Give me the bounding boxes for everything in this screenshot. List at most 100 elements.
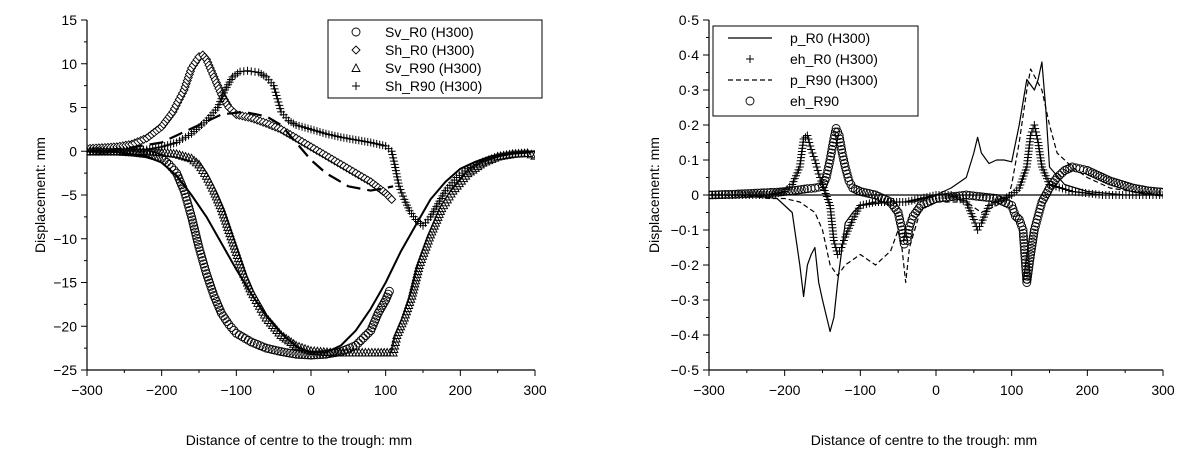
series-eh-r90-point (746, 188, 756, 198)
legend-label: Sh_R0 (H300) (385, 42, 475, 58)
series-sv-r0-h300-point (180, 189, 190, 199)
series-sv-r0-h300-point (384, 286, 394, 296)
series-eh-r90-point (861, 188, 871, 198)
series-eh-r90-point (1022, 278, 1032, 287)
series-eh-r90-point (840, 162, 850, 172)
series-eh-r90-point (730, 189, 740, 199)
series-sv-r90-h300-point (420, 244, 430, 254)
series-sv-r90-h300-point (421, 241, 431, 251)
series-eh-r0-h300-point (805, 138, 814, 147)
series-sv-r90-h300-point (235, 259, 246, 269)
series-sv-r90-h300-point (219, 212, 230, 222)
y-tick-label: 15 (61, 12, 77, 28)
y-axis-title: Displacement: mm (646, 137, 662, 253)
series-p-r90-h300 (709, 68, 1163, 284)
series-eh-r90-point (1026, 250, 1036, 259)
series-sh-r90-h300-point (396, 185, 405, 194)
series-sh-r90-h300-point (270, 84, 279, 93)
series-eh-r90-point (1034, 208, 1044, 217)
series-sv-r90-h300-point (174, 149, 185, 159)
series-eh-r90-point (858, 187, 868, 197)
series-sv-r90-h300-point (408, 284, 419, 294)
series-eh-r90-point (1037, 197, 1047, 207)
series-eh-r0-h300-point (809, 152, 818, 161)
series-eh-r90-point (889, 202, 899, 212)
series-eh-r0-h300-point (1033, 135, 1042, 143)
series-eh-r0-h300-point (1030, 121, 1039, 129)
legend-label: p_R0 (H300) (790, 30, 870, 46)
series-sv-r90-h300-point (230, 243, 241, 253)
series-sv-r0-h300-point (234, 330, 244, 340)
series-eh-r90-point (1018, 225, 1028, 235)
series-sh-r90-h300-point (271, 88, 280, 97)
x-axis-title: Distance of centre to the trough: mm (811, 432, 1037, 448)
series-eh-r90-point (762, 188, 772, 198)
y-axis-title: Displacement: mm (32, 137, 48, 253)
legend-box (327, 19, 543, 99)
series-eh-r90-point (827, 145, 837, 154)
series-sv-r0-h300-point (270, 345, 280, 355)
series-sv-r90-h300-point (418, 247, 429, 257)
series-eh-r90-point (1028, 234, 1038, 244)
series-eh-r0-h300-point (806, 142, 815, 150)
series-sv-r90-h300-point (223, 221, 233, 231)
legend-label: p_R90 (H300) (790, 72, 878, 88)
series-eh-r90-point (1128, 183, 1138, 193)
series-eh-r90-point (893, 208, 903, 217)
series-sv-r0-h300-point (379, 298, 389, 308)
series-eh-r90-point (1029, 225, 1039, 235)
series-eh-r90-point (824, 162, 834, 172)
series-sh-r90-h300-point (243, 66, 252, 75)
series-eh-r90-point (1131, 184, 1141, 194)
series-eh-r90-point (1023, 268, 1033, 278)
series-eh-r90-point (1137, 185, 1147, 195)
series-eh-r90-point (822, 169, 832, 179)
series-sv-r0-h300-point (361, 331, 371, 341)
series-eh-r90-point (975, 192, 985, 202)
series-sv-r0-h300-point (196, 249, 206, 259)
series-sv-r90-h300-point (177, 150, 188, 160)
series-eh-r90-point (895, 215, 905, 224)
series-eh-r90-point (736, 189, 746, 199)
series-sv-r90-h300-point (422, 238, 432, 248)
series-eh-r90-point (749, 188, 759, 198)
series-sv-r0-h300-point (201, 266, 210, 275)
series-eh-r0-h300-point (975, 222, 984, 231)
plot-area (709, 61, 1163, 333)
series-sv-r90-h300-point (237, 265, 248, 275)
series-sv-r90-h300-point (226, 231, 236, 241)
series-sh-r90-h300-point (273, 94, 282, 103)
series-eh-r90-point (971, 191, 981, 201)
series-eh-r0-h300-point (833, 250, 842, 259)
x-axis-title: Distance of centre to the trough: mm (186, 432, 412, 448)
series-eh-r90-point (1158, 187, 1163, 197)
series-sh-r90-h300-point (274, 98, 283, 107)
series-sv-r90-h300-point (413, 266, 423, 276)
series-sh-r90-h300-point (388, 150, 397, 159)
series-eh-r90-point (837, 145, 847, 154)
series-sv-r90-h300-point (183, 152, 194, 162)
y-tick-label: 5 (69, 100, 77, 116)
series-dashed-unlabelled (87, 110, 394, 192)
series-sv-r90-h300-point (228, 237, 238, 247)
series-eh-r90 (709, 124, 1163, 287)
legend-symbol (352, 82, 360, 90)
series-eh-r90-point (821, 173, 831, 182)
series-sv-r0-h300-point (190, 224, 199, 234)
series-sv-r90-h300-point (404, 296, 415, 306)
y-tick-label: −15 (53, 275, 77, 291)
series-sv-r90-h300-point (229, 240, 239, 250)
series-eh-r90-point (1036, 201, 1046, 210)
series-sv-r90-h300-point (414, 260, 425, 269)
series-sv-r0-h300-point (188, 218, 198, 228)
x-tick-label: 100 (374, 382, 398, 398)
y-tick-label: −25 (53, 362, 77, 378)
x-tick-label: −100 (221, 382, 253, 398)
series-sv-r0-h300-point (222, 317, 232, 327)
series-sv-r0-h300-point (356, 336, 366, 345)
series-sv-r0-h300-point (378, 300, 388, 310)
series-eh-r90-point (790, 185, 800, 195)
series-sv-r0-h300-point (363, 328, 373, 338)
series-sv-r90-h300-point (286, 337, 296, 346)
series-sv-r0-h300-point (288, 349, 298, 359)
